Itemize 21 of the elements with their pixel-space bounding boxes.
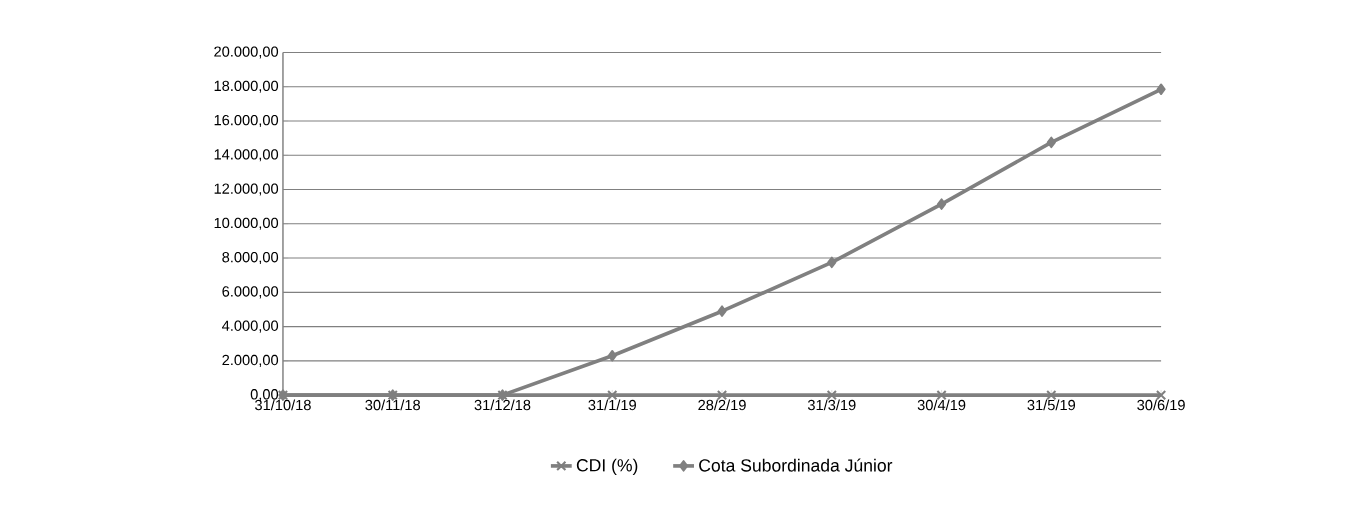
x-tick-label: 28/2/19 [698,399,746,411]
x-tick-label: 30/6/19 [1137,399,1185,411]
y-tick-label: 16.000,00 [214,114,279,127]
x-tick-label: 31/10/18 [255,399,311,411]
y-tick-label: 8.000,00 [222,251,279,265]
y-tick-label: 6.000,00 [222,286,279,299]
x-tick-label: 31/5/19 [1027,399,1076,411]
x-tick-label: 30/4/19 [917,399,966,411]
x-tick-label: 30/11/18 [365,399,421,411]
y-tick-label: 14.000,00 [214,149,279,162]
y-tick-label: 4.000,00 [222,320,279,333]
x-tick-label: 31/1/19 [588,399,636,411]
x-tick-label: 31/12/18 [474,399,531,411]
y-tick-label: 10.000,00 [214,217,279,230]
y-tick-label: 20.000,00 [214,46,279,59]
y-tick-label: 2.000,00 [222,354,279,367]
x-tick-label: 31/3/19 [807,399,856,411]
legend-label: CDI (%) [576,458,638,475]
y-tick-label: 18.000,00 [214,80,279,93]
y-tick-label: 12.000,00 [214,183,279,196]
legend-label: Cota Subordinada Júnior [699,458,893,472]
